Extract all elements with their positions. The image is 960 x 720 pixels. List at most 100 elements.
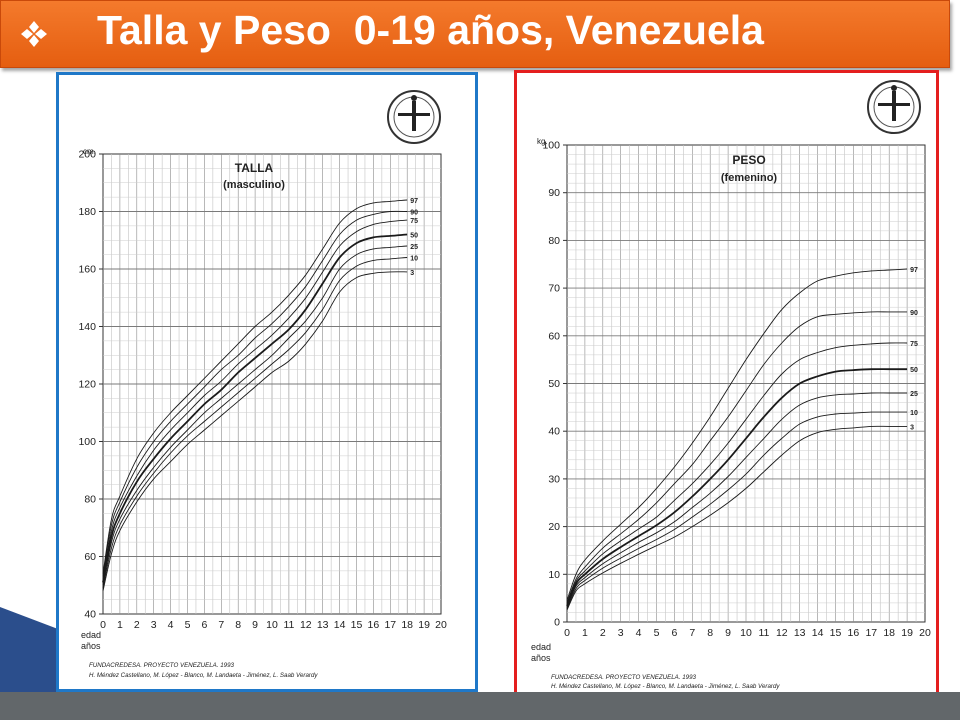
percentile-label: 90 [410, 210, 418, 217]
percentile-curve-50 [102, 233, 408, 583]
percentile-label: 25 [410, 244, 418, 251]
y-tick-label: 80 [548, 235, 560, 247]
credit-line-1: FUNDACREDESA. PROYECTO VENEZUELA. 1993 [89, 662, 235, 669]
x-axis-label-line2: años [531, 653, 551, 663]
percentile-label: 97 [410, 198, 418, 205]
percentile-curve-90 [566, 311, 908, 604]
x-tick-label: 14 [334, 619, 346, 631]
percentile-label: 50 [910, 367, 918, 374]
x-tick-label: 8 [235, 619, 241, 631]
percentile-label: 3 [910, 424, 914, 431]
x-tick-label: 17 [384, 619, 396, 631]
y-tick-label: 80 [84, 494, 96, 506]
percentile-curve-90 [102, 210, 408, 577]
x-tick-label: 8 [707, 627, 713, 639]
x-tick-label: 20 [435, 619, 447, 631]
x-tick-label: 20 [919, 627, 931, 639]
percentile-label: 90 [910, 310, 918, 317]
weight-chart-panel: 0 10 20 30 40 50 60 70 80 90 100 0 1 2 3 4 5 6 7 8 9 10 11 12 1… [514, 70, 939, 695]
percentile-label: 25 [910, 391, 918, 398]
x-tick-label: 17 [865, 627, 877, 639]
x-tick-label: 12 [300, 619, 312, 631]
x-tick-label: 9 [725, 627, 731, 639]
y-tick-label: 160 [78, 264, 96, 276]
y-tick-label: 200 [78, 149, 96, 161]
x-tick-label: 11 [283, 619, 294, 631]
percentile-label: 10 [910, 410, 918, 417]
credit-line-2: H. Méndez Castellano, M. López - Blanco,… [551, 683, 780, 690]
y-tick-label: 60 [84, 551, 96, 563]
x-tick-label: 6 [201, 619, 207, 631]
x-tick-label: 10 [266, 619, 278, 631]
x-tick-label: 19 [418, 619, 430, 631]
percentile-label: 3 [410, 270, 414, 277]
fundacredesa-logo-icon [387, 90, 441, 144]
percentile-label: 97 [910, 267, 918, 274]
y-tick-label: 30 [548, 473, 560, 485]
x-axis-label-line1: edad [81, 630, 101, 640]
x-tick-label: 2 [600, 627, 606, 639]
x-tick-label: 9 [252, 619, 258, 631]
percentile-curve-3 [566, 425, 908, 611]
x-tick-label: 4 [168, 619, 174, 631]
x-tick-label: 16 [848, 627, 860, 639]
four-diamond-bullet-icon [21, 21, 47, 47]
percentile-curve-50 [566, 368, 908, 607]
x-tick-label: 18 [401, 619, 413, 631]
y-tick-label: 40 [548, 426, 560, 438]
x-tick-label: 12 [776, 627, 788, 639]
chart-subtitle: (masculino) [223, 179, 285, 191]
y-tick-label: 0 [554, 617, 560, 629]
percentile-curve-75 [566, 342, 908, 605]
y-tick-label: 10 [548, 569, 560, 581]
x-tick-label: 14 [812, 627, 824, 639]
x-axis-label-line1: edad [531, 642, 551, 652]
chart-title: TALLA [235, 161, 274, 175]
percentile-curve-75 [102, 219, 408, 580]
x-tick-label: 0 [564, 627, 570, 639]
credit-line-2: H. Méndez Castellano, M. López - Blanco,… [89, 672, 318, 679]
percentile-curve-10 [102, 257, 408, 589]
title-bar: Talla y Peso 0-19 años, Venezuela [0, 0, 950, 68]
x-tick-label: 1 [117, 619, 123, 631]
percentile-label: 10 [410, 256, 418, 263]
percentile-label: 75 [410, 218, 418, 225]
percentile-curve-10 [566, 411, 908, 609]
x-tick-label: 13 [317, 619, 329, 631]
y-tick-label: 100 [78, 436, 96, 448]
x-tick-label: 4 [636, 627, 642, 639]
x-tick-label: 15 [351, 619, 363, 631]
decorative-wedge [0, 607, 58, 695]
y-tick-label: 70 [548, 283, 560, 295]
y-tick-label: 60 [548, 330, 560, 342]
y-tick-label: 40 [84, 609, 96, 621]
percentile-curve-25 [566, 392, 908, 608]
x-tick-label: 16 [368, 619, 380, 631]
x-tick-label: 0 [100, 619, 106, 631]
percentile-label: 50 [410, 233, 418, 240]
x-tick-label: 19 [901, 627, 913, 639]
y-tick-label: 140 [78, 321, 96, 333]
y-axis-unit: kg. [537, 137, 548, 146]
slide-title: Talla y Peso 0-19 años, Venezuela [97, 7, 764, 53]
x-tick-label: 2 [134, 619, 140, 631]
chart-subtitle: (femenino) [721, 172, 778, 184]
x-tick-label: 5 [654, 627, 660, 639]
y-tick-label: 50 [548, 378, 560, 390]
percentile-curve-97 [102, 199, 408, 574]
x-tick-label: 7 [218, 619, 224, 631]
height-chart-panel: 40 60 80 100 120 140 160 180 200 0 1 2 3 4 5 6 7 8 9 10 11 1… [56, 72, 478, 692]
x-tick-label: 5 [185, 619, 191, 631]
y-tick-label: 120 [78, 379, 96, 391]
x-tick-label: 11 [758, 627, 769, 639]
x-tick-label: 3 [151, 619, 157, 631]
y-axis-unit: cm. [83, 147, 96, 156]
y-tick-label: 90 [548, 187, 560, 199]
percentile-curve-25 [102, 245, 408, 586]
y-tick-label: 180 [78, 206, 96, 218]
x-tick-label: 3 [618, 627, 624, 639]
fundacredesa-logo-icon [867, 80, 921, 134]
footer-bar [0, 692, 960, 720]
